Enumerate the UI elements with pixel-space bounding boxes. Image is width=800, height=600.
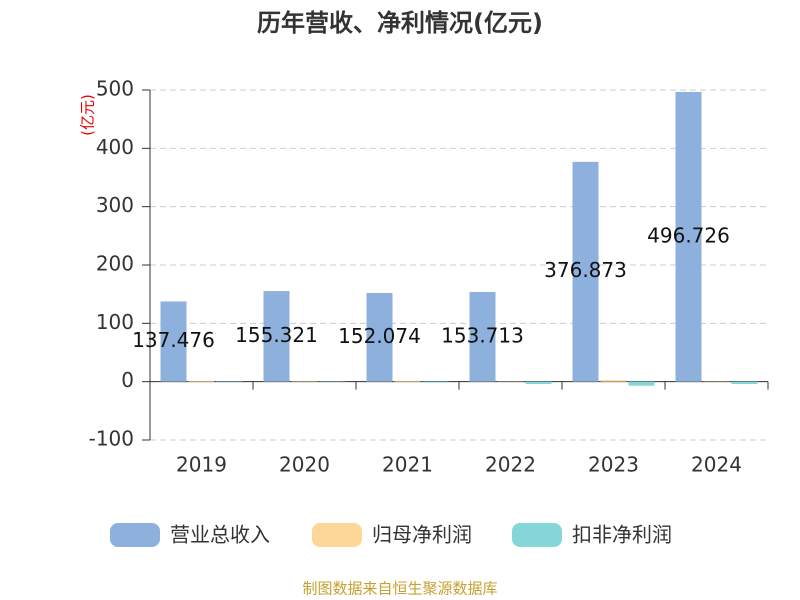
bar (160, 301, 187, 382)
data-label: 152.074 (338, 324, 421, 348)
x-tick-label: 2020 (279, 453, 330, 477)
data-label: 496.726 (647, 223, 730, 247)
data-label: 376.873 (544, 258, 627, 282)
bar (216, 381, 243, 383)
bar (422, 381, 449, 383)
x-tick-label: 2022 (485, 453, 536, 477)
bar (628, 381, 655, 386)
source-note: 制图数据来自恒生聚源数据库 (302, 580, 497, 598)
bar (469, 292, 496, 382)
bar (366, 292, 393, 382)
y-tick-label: 400 (96, 135, 134, 159)
y-tick-label: 100 (96, 310, 134, 334)
x-tick-label: 2023 (588, 453, 639, 477)
y-tick-label: 200 (96, 252, 134, 276)
x-tick-label: 2019 (176, 453, 227, 477)
x-tick-label: 2024 (691, 453, 742, 477)
legend-swatch (312, 523, 362, 547)
legend-label: 归母净利润 (372, 523, 472, 547)
bar (525, 381, 552, 384)
data-label: 155.321 (235, 323, 318, 347)
bar (600, 380, 627, 382)
y-tick-label: -100 (89, 427, 134, 451)
x-tick-label: 2021 (382, 453, 433, 477)
bar (263, 291, 290, 382)
y-axis-label: (亿元) (79, 94, 97, 136)
bar (188, 380, 215, 382)
y-tick-label: 500 (96, 77, 134, 101)
bar (572, 161, 599, 382)
chart-title: 历年营收、净利情况(亿元) (257, 9, 543, 37)
y-tick-label: 300 (96, 193, 134, 217)
legend-swatch (512, 523, 562, 547)
legend-label: 营业总收入 (170, 523, 270, 547)
y-tick-label: 0 (121, 368, 134, 392)
data-label: 153.713 (441, 323, 524, 347)
legend-label: 扣非净利润 (572, 523, 672, 547)
bar (731, 381, 758, 384)
bar (394, 380, 421, 382)
legend-swatch (110, 523, 160, 547)
data-label: 137.476 (132, 328, 215, 352)
bar (675, 91, 702, 382)
